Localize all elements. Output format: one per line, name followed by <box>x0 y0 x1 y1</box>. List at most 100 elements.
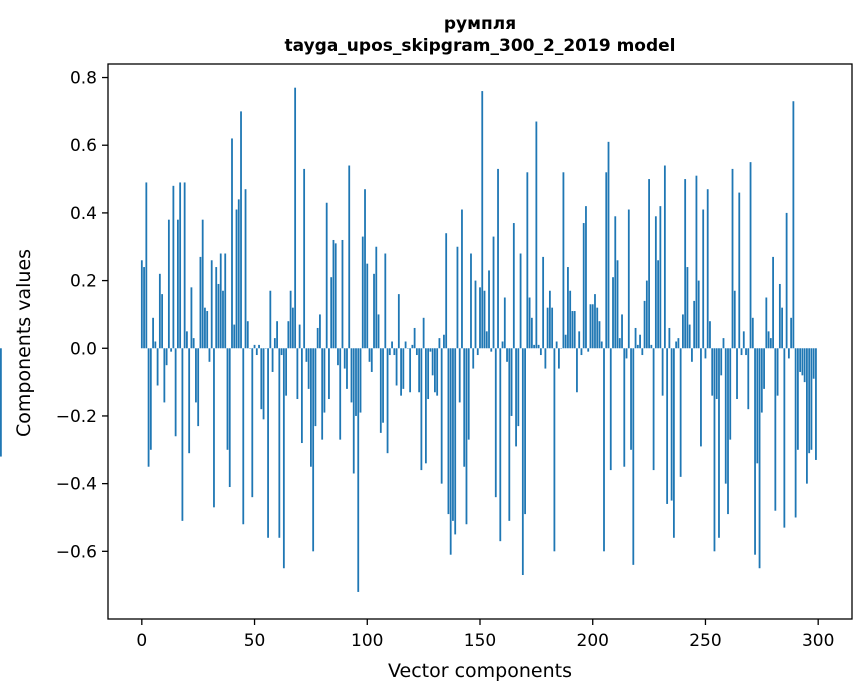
bar-component-114 <box>397 294 400 349</box>
bar-component-7 <box>156 348 159 386</box>
bar-component-18 <box>181 348 184 521</box>
bar-component-203 <box>598 321 601 349</box>
bar-component-83 <box>328 348 330 400</box>
bar-component-39 <box>228 348 231 488</box>
bar-component-67 <box>291 307 294 349</box>
bar-component-68 <box>294 87 297 349</box>
bar-component-248 <box>700 348 702 447</box>
bar-component-201 <box>594 294 596 349</box>
bar-component-288 <box>790 317 793 349</box>
bar-component-208 <box>609 348 612 471</box>
bar-component-69 <box>296 348 299 400</box>
bar-component-79 <box>319 314 321 349</box>
bar-component-259 <box>724 348 727 484</box>
x-tick-label: 150 <box>464 631 496 651</box>
bar-component-196 <box>582 223 585 349</box>
bar-component-8 <box>158 273 161 349</box>
bar-component-23 <box>192 338 195 349</box>
bar-component-184 <box>555 341 558 349</box>
bar-component-269 <box>747 348 750 410</box>
bar-component-233 <box>666 348 669 504</box>
bar-component-72 <box>303 168 306 349</box>
bar-component-156 <box>492 236 495 349</box>
bar-component-195 <box>580 348 583 356</box>
bar-component-178 <box>542 256 545 349</box>
bar-component-183 <box>553 348 556 552</box>
bar-component-247 <box>697 280 700 349</box>
bar-component-77 <box>314 348 317 427</box>
bar-component-280 <box>772 256 774 349</box>
bar-component-299 <box>815 348 817 460</box>
bar-component-296 <box>808 348 811 454</box>
bar-component-181 <box>548 290 551 349</box>
bar-component-111 <box>391 341 393 349</box>
bar-component-44 <box>240 111 242 349</box>
bar-component-130 <box>434 348 436 393</box>
bar-component-243 <box>688 324 691 349</box>
bar-component-27 <box>201 219 204 349</box>
bar-component-185 <box>558 348 560 369</box>
bar-component-100 <box>366 263 369 349</box>
bar-component-149 <box>476 348 479 356</box>
bar-component-107 <box>382 348 384 423</box>
bar-component-235 <box>670 348 673 501</box>
bar-component-225 <box>648 179 650 349</box>
bar-component-104 <box>375 246 378 349</box>
bar-component-30 <box>208 348 211 362</box>
bar-component-232 <box>663 165 666 349</box>
y-tick-label: 0.4 <box>70 204 97 224</box>
bar-component-45 <box>242 348 245 525</box>
bar-component-105 <box>377 314 380 349</box>
bar-component-281 <box>774 348 777 511</box>
bar-component-13 <box>170 348 173 352</box>
bar-component-29 <box>206 311 209 349</box>
bar-component-57 <box>269 290 272 349</box>
bar-component-224 <box>645 280 648 349</box>
bar-component-109 <box>386 348 389 454</box>
bar-component-255 <box>715 348 718 400</box>
bar-component-47 <box>246 321 249 349</box>
bar-component-278 <box>767 331 770 349</box>
bar-component-6 <box>154 341 157 349</box>
bar-component-234 <box>668 327 671 349</box>
bar-component-25 <box>197 348 200 427</box>
bar-component-292 <box>799 348 802 372</box>
y-tick-label: −0.6 <box>56 542 97 562</box>
bar-component-98 <box>361 236 364 349</box>
bar-component-132 <box>438 338 441 349</box>
bar-component-260 <box>727 348 729 515</box>
bar-component-282 <box>776 348 779 396</box>
bar-component-198 <box>587 348 590 352</box>
bar-component-170 <box>524 348 526 515</box>
bar-component-41 <box>233 324 236 349</box>
bar-component-58 <box>271 348 274 372</box>
bar-component-155 <box>490 348 493 352</box>
y-tick-label: −0.4 <box>56 475 97 495</box>
bar-component-175 <box>535 121 538 349</box>
bar-component-226 <box>650 344 653 349</box>
bar-component-221 <box>639 334 641 349</box>
bar-component-197 <box>585 206 587 349</box>
y-tick-label: 0.6 <box>70 136 97 156</box>
bar-component-169 <box>521 348 524 576</box>
bar-component-3 <box>147 348 150 467</box>
bar-component-113 <box>395 348 398 386</box>
bar-component-141 <box>458 348 461 403</box>
bar-component-166 <box>515 348 517 447</box>
bar-component-150 <box>479 287 481 349</box>
bar-component-78 <box>316 327 319 349</box>
bar-component-168 <box>519 253 522 349</box>
bar-component-171 <box>526 172 529 349</box>
x-tick-label: 0 <box>136 631 147 651</box>
bar-component-270 <box>749 162 752 349</box>
bar-component-295 <box>806 348 808 484</box>
bar-component-60 <box>276 321 278 349</box>
bar-component-239 <box>679 348 682 477</box>
bar-component-92 <box>348 165 351 349</box>
bar-component-174 <box>533 344 536 349</box>
bar-component-91 <box>346 348 348 389</box>
bar-component-153 <box>485 331 488 349</box>
bar-component-82 <box>325 202 328 349</box>
y-axis-ticks: −0.6 −0.4 −0.2 0.0 0.2 0.4 0.6 0.8 <box>56 69 108 562</box>
